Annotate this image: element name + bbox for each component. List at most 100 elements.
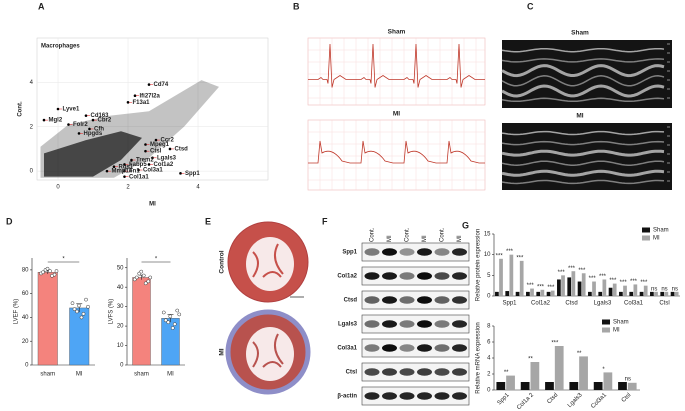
- point: [42, 118, 46, 122]
- data-point: [148, 275, 153, 280]
- x-axis-label: MI: [149, 202, 156, 208]
- y-tick-label: 80: [22, 267, 29, 273]
- band: [452, 344, 467, 352]
- bar: [674, 291, 679, 296]
- x-tick-label: Col3a1: [590, 392, 608, 410]
- significance-label: ***: [568, 266, 576, 272]
- x-tick-label: Lgals3: [594, 301, 612, 307]
- echo-band: [501, 140, 665, 146]
- bar: [540, 289, 545, 296]
- data-point: [45, 266, 50, 271]
- chart-title: Macrophages: [41, 44, 80, 50]
- gene-label: Fabp5: [129, 162, 147, 168]
- significance-label: ***: [551, 341, 559, 347]
- bar: [588, 291, 592, 296]
- blot-frame: [361, 314, 470, 334]
- gene-label: Mpeg1: [150, 142, 170, 148]
- data-point: [79, 315, 84, 320]
- x-tick-label: 2: [126, 185, 130, 191]
- band: [382, 320, 397, 328]
- band: [399, 344, 415, 352]
- band: [434, 344, 450, 352]
- y-tick-label: 20: [117, 324, 124, 330]
- lane-label: MI: [457, 235, 463, 242]
- x-tick-label: Lgals3: [567, 392, 584, 409]
- gene-label: Cfh: [94, 127, 104, 133]
- band: [417, 272, 432, 280]
- gene-label: Cbr2: [98, 118, 112, 124]
- y-tick-label: 6: [487, 340, 491, 346]
- data-point: [141, 273, 146, 278]
- band: [399, 272, 415, 280]
- band: [364, 248, 380, 256]
- significance-label: ***: [640, 280, 648, 286]
- legend-swatch: [642, 227, 650, 233]
- blot-frame: [361, 362, 470, 382]
- panel-letter: D: [6, 216, 13, 226]
- point: [147, 83, 151, 86]
- bar: [545, 382, 554, 390]
- y-tick-label: 2: [30, 124, 34, 130]
- y-axis-label: LVEF (%): [14, 299, 20, 325]
- y-tick-label: 40: [117, 285, 124, 291]
- y-axis-label: Cont.: [18, 101, 24, 117]
- ecg-paper: [307, 119, 486, 191]
- significance-label: ns: [625, 377, 631, 383]
- row-label: Col1a2: [337, 274, 357, 280]
- row-label: Ctsd: [344, 298, 358, 304]
- echo-band: [501, 179, 665, 185]
- band: [382, 344, 397, 352]
- y-axis-label: LVFS (%): [109, 299, 115, 325]
- x-tick-label: Ctsl: [659, 301, 669, 307]
- trabeculae: [252, 243, 284, 278]
- x-tick-label: Ctsl: [621, 392, 633, 404]
- y-tick-label: 4: [30, 80, 34, 86]
- bar: [581, 273, 586, 296]
- panel-letter: G: [462, 220, 469, 230]
- gene-label: Ccr2: [161, 138, 175, 144]
- echo-band: [501, 149, 665, 157]
- band: [417, 248, 432, 256]
- gene-label: Trem2: [136, 158, 154, 164]
- point: [123, 169, 126, 173]
- point: [179, 172, 182, 175]
- data-point: [70, 301, 75, 306]
- significance-label: ns: [651, 286, 657, 292]
- legend-label: Sham: [613, 320, 629, 326]
- band: [382, 296, 397, 304]
- bar: [660, 291, 665, 296]
- significance-label: *: [602, 367, 605, 373]
- point: [77, 132, 81, 135]
- significance-label: ***: [620, 280, 628, 286]
- data-point: [75, 309, 79, 314]
- bar: [608, 287, 613, 296]
- row-label: Col3a1: [337, 346, 357, 352]
- band: [417, 296, 432, 304]
- data-point: [81, 312, 86, 316]
- data-point: [84, 297, 88, 302]
- gene-label: Mgl2: [49, 118, 63, 124]
- lane-label: MI: [422, 235, 428, 242]
- bar: [530, 362, 540, 390]
- gene-label: Rgs1: [119, 164, 134, 170]
- point: [144, 143, 147, 146]
- band: [382, 272, 397, 280]
- bar: [515, 291, 520, 296]
- x-tick-label: Col3a1: [624, 301, 644, 307]
- blot-frame: [361, 290, 470, 310]
- ecg-label: Sham: [388, 29, 406, 36]
- gene-label: Ctsd: [175, 147, 189, 153]
- x-tick-label: sham: [40, 372, 55, 378]
- x-tick-label: Col1a2: [531, 301, 551, 307]
- echo-band: [501, 58, 665, 63]
- echo-label: MI: [576, 113, 583, 120]
- gene-label: Mmp14: [112, 169, 133, 175]
- legend-label: Sham: [653, 228, 669, 234]
- bar: [519, 260, 524, 296]
- data-point: [139, 269, 144, 274]
- data-point: [41, 270, 45, 275]
- lane-label: Cont.: [440, 227, 446, 242]
- band: [452, 296, 467, 304]
- bar: [567, 277, 572, 296]
- bar: [550, 290, 555, 296]
